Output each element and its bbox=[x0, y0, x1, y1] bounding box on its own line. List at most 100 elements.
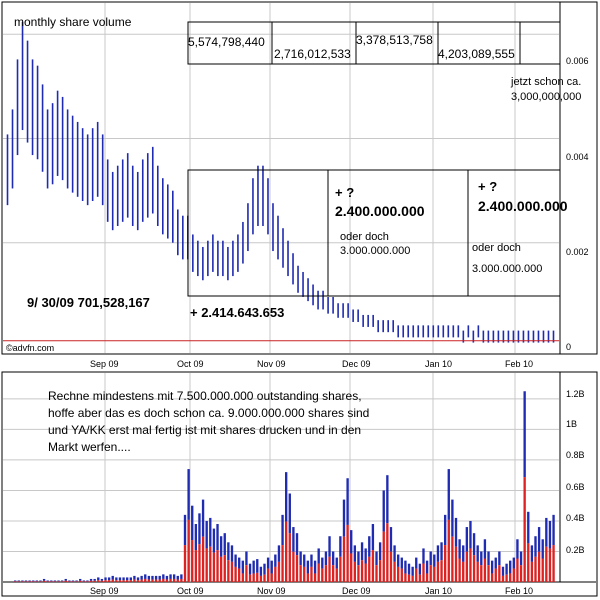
volume-bar bbox=[469, 548, 472, 582]
price-grid bbox=[3, 3, 559, 353]
projection-alt: oder doch bbox=[472, 242, 521, 254]
volume-bar bbox=[436, 545, 440, 562]
volume-bar bbox=[198, 544, 201, 582]
volume-bar bbox=[82, 580, 86, 582]
volume-bar bbox=[303, 566, 306, 582]
volume-bar bbox=[64, 578, 67, 581]
volume-bar bbox=[324, 551, 328, 566]
volume-bar bbox=[472, 555, 476, 582]
price-x-tick: Nov 09 bbox=[257, 359, 286, 369]
volume-bar bbox=[490, 560, 494, 574]
volume-bar bbox=[14, 581, 17, 582]
volume-bar bbox=[151, 579, 154, 582]
volume-bar bbox=[176, 575, 179, 580]
volume-bar bbox=[487, 565, 490, 582]
volume-bar bbox=[487, 551, 490, 566]
volume-bar bbox=[219, 536, 223, 557]
volume-bar bbox=[501, 566, 505, 576]
volume-bar bbox=[248, 574, 252, 582]
volume-bar bbox=[191, 505, 194, 541]
volume-bar bbox=[364, 548, 367, 564]
volume-bar bbox=[342, 536, 346, 582]
volume-bar bbox=[548, 520, 552, 549]
volume-bar bbox=[371, 550, 375, 582]
volume-bar bbox=[122, 580, 125, 582]
price-x-tick: Sep 09 bbox=[90, 359, 119, 369]
volume-bar bbox=[230, 561, 234, 582]
volume-bar bbox=[28, 581, 31, 582]
volume-bar bbox=[263, 563, 266, 575]
volume-bar bbox=[68, 581, 71, 582]
comment-line: und YA/KK erst mal fertig ist mit shares… bbox=[48, 423, 361, 437]
projection-value: 2.400.000.000 bbox=[335, 203, 425, 219]
volume-bar bbox=[306, 560, 310, 574]
volume-bar bbox=[245, 565, 248, 582]
volume-bar bbox=[462, 561, 465, 582]
volume-bar bbox=[433, 554, 436, 567]
volume-bar bbox=[519, 565, 523, 582]
volume-bar bbox=[324, 565, 328, 582]
volume-bar bbox=[476, 545, 479, 562]
volume-bar bbox=[407, 574, 411, 582]
volume-bar bbox=[136, 580, 140, 582]
volume-bar bbox=[89, 578, 93, 581]
volume-bar bbox=[259, 566, 263, 576]
volume-bar bbox=[443, 545, 447, 582]
price-x-tick: Oct 09 bbox=[177, 359, 204, 369]
volume-x-tick: Nov 09 bbox=[257, 586, 286, 596]
volume-bar bbox=[458, 558, 461, 582]
volume-bar bbox=[100, 580, 104, 582]
volume-bar bbox=[397, 566, 400, 582]
volume-bar bbox=[35, 580, 39, 582]
volume-bar bbox=[140, 575, 143, 580]
volume-bar bbox=[472, 533, 476, 556]
volume-bar bbox=[317, 548, 320, 564]
volume-bar bbox=[75, 581, 78, 582]
volume-bar bbox=[418, 574, 422, 582]
volume-bar bbox=[490, 573, 494, 582]
volume-y-tick: 1B bbox=[566, 419, 577, 429]
volume-bar bbox=[35, 581, 39, 582]
volume-bar bbox=[39, 580, 42, 582]
volume-bar bbox=[454, 546, 458, 582]
volume-bar bbox=[79, 578, 82, 581]
volume-bar bbox=[357, 565, 360, 582]
chart-title: monthly share volume bbox=[14, 15, 132, 29]
volume-bar bbox=[180, 574, 183, 579]
volume-bar bbox=[46, 580, 49, 582]
volume-bar bbox=[133, 579, 136, 582]
projection-alt-value: 3.000.000.000 bbox=[472, 263, 542, 275]
volume-bar bbox=[252, 560, 255, 574]
volume-bar bbox=[509, 573, 512, 582]
month-volume-label: 2,716,012,533 bbox=[274, 47, 351, 61]
volume-bar bbox=[42, 578, 46, 581]
volume-bar bbox=[172, 578, 176, 582]
volume-bar bbox=[158, 575, 161, 580]
volume-bar bbox=[458, 539, 461, 559]
volume-bar bbox=[339, 556, 342, 582]
volume-bar bbox=[346, 524, 349, 582]
volume-bar bbox=[97, 577, 100, 581]
volume-bar bbox=[75, 580, 78, 582]
volume-bar bbox=[162, 578, 165, 582]
volume-bar bbox=[368, 556, 371, 582]
volume-bar bbox=[86, 580, 89, 582]
volume-bar bbox=[256, 572, 259, 582]
volume-bar bbox=[165, 575, 169, 580]
volume-bar bbox=[353, 561, 357, 582]
volume-bar bbox=[400, 568, 403, 582]
volume-bar bbox=[21, 580, 24, 582]
volume-bar bbox=[241, 573, 244, 582]
volume-bar bbox=[537, 527, 541, 552]
volume-bar bbox=[238, 568, 241, 582]
projection-alt-value: 3.000.000.000 bbox=[340, 245, 410, 257]
volume-bar bbox=[60, 580, 64, 582]
volume-bar bbox=[400, 557, 403, 569]
volume-bar bbox=[42, 580, 46, 582]
volume-bar bbox=[541, 558, 544, 582]
volume-bar bbox=[429, 565, 432, 582]
volume-bar bbox=[263, 574, 266, 582]
volume-y-tick: 0.4B bbox=[566, 513, 585, 523]
volume-bar bbox=[335, 568, 338, 582]
price-x-tick: Feb 10 bbox=[505, 359, 533, 369]
